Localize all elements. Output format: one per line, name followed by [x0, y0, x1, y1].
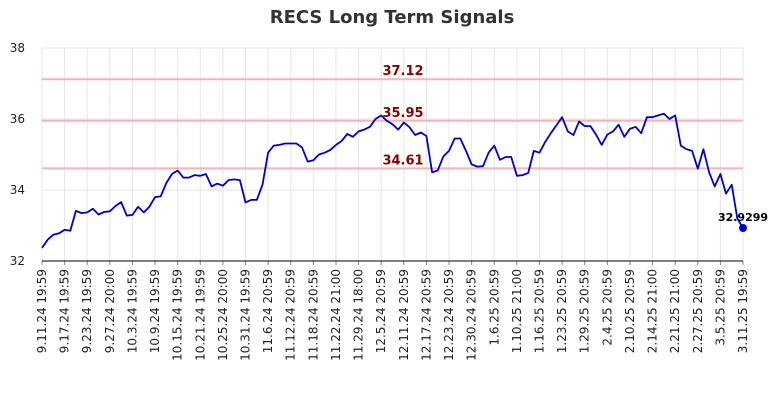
y-tick-label: 36 [10, 112, 25, 126]
y-tick-label: 38 [10, 41, 25, 55]
x-tick-label: 10.21.24 19:59 [193, 269, 207, 361]
chart-title: RECS Long Term Signals [269, 7, 515, 28]
x-tick-label: 9.27.24 20:00 [103, 269, 117, 353]
series-layer [41, 112, 747, 249]
x-tick-label: 11.6.24 20:59 [261, 269, 275, 353]
x-tick-label: 12.30.24 20:59 [465, 269, 479, 361]
x-tick-label: 11.29.24 18:00 [352, 269, 366, 361]
x-tick-label: 3.11.25 19:59 [736, 269, 750, 353]
x-tick-label: 10.25.24 20:00 [216, 269, 230, 361]
x-tick-label: 1.6.25 20:59 [487, 269, 501, 346]
x-tick-label: 11.12.24 20:59 [284, 269, 298, 361]
x-tick-label: 9.23.24 19:59 [80, 269, 94, 353]
x-tick-label: 12.17.24 20:59 [419, 269, 433, 361]
reference-lines [42, 78, 743, 170]
x-tick-label: 10.31.24 19:59 [239, 269, 253, 361]
x-tick-label: 1.16.25 20:59 [532, 269, 546, 353]
x-tick-label: 3.5.25 20:59 [713, 269, 727, 346]
x-tick-label: 11.18.24 20:59 [306, 269, 320, 361]
x-tick-label: 10.9.24 19:59 [148, 269, 162, 353]
x-tick-label: 1.10.25 21:00 [510, 269, 524, 353]
last-point-marker [739, 223, 747, 232]
labels-layer: 37.12 35.95 34.61 32.9299 [382, 64, 768, 224]
x-tick-label: 2.14.25 21:00 [646, 269, 660, 353]
reference-line-label: 37.12 [382, 64, 423, 79]
x-tick-label: 2.21.25 21:00 [668, 269, 682, 353]
series-line [41, 112, 744, 249]
x-tick-label: 12.11.24 20:59 [397, 269, 411, 361]
grid-layer [41, 47, 744, 262]
x-tick-label: 12.23.24 20:59 [442, 269, 456, 361]
reference-line-label: 35.95 [382, 106, 423, 121]
x-tick-label: 12.5.24 20:59 [374, 269, 388, 353]
axes: 32 34 36 38 9.11.24 19:59 9.17.24 19:59 9.23.2… [10, 41, 750, 361]
x-tick-label: 2.4.25 20:59 [600, 269, 614, 346]
x-tick-label: 9.11.24 19:59 [35, 269, 49, 353]
x-tick-label: 11.22.24 21:00 [329, 269, 343, 361]
y-tick-label: 32 [10, 254, 25, 268]
x-tick-label: 2.27.25 20:59 [691, 269, 705, 353]
x-tick-label: 9.17.24 19:59 [58, 269, 72, 353]
x-tick-label: 10.15.24 19:59 [171, 269, 185, 361]
last-point-label: 32.9299 [718, 211, 768, 224]
x-tick-label: 1.29.25 20:59 [578, 269, 592, 353]
reference-line-label: 34.61 [382, 153, 423, 168]
x-tick-label: 1.23.25 20:59 [555, 269, 569, 353]
y-tick-label: 34 [10, 183, 25, 197]
x-tick-label: 2.10.25 20:59 [623, 269, 637, 353]
x-tick-label: 10.3.24 19:59 [125, 269, 139, 353]
